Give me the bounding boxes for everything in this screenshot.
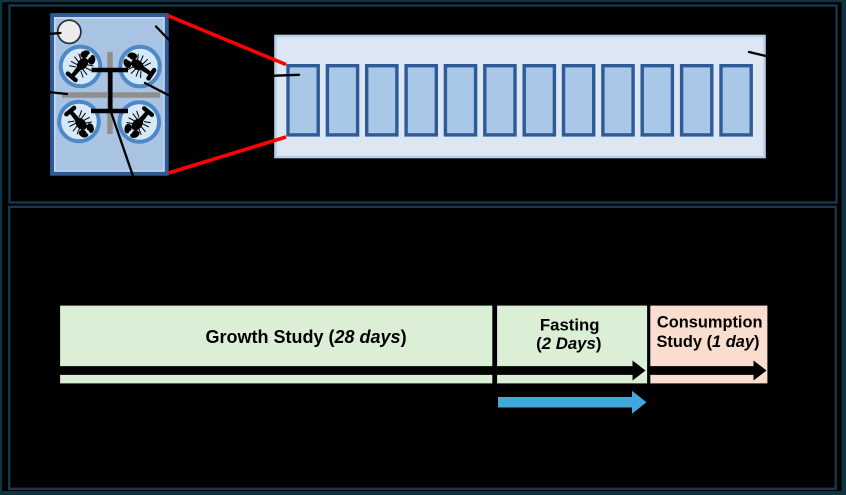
svg-text:Study (1 day): Study (1 day): [657, 333, 760, 351]
svg-text:Growth Study (28 days): Growth Study (28 days): [206, 327, 407, 347]
svg-text:(2 Days): (2 Days): [536, 334, 601, 353]
svg-text:Consumption: Consumption: [657, 314, 763, 332]
svg-text:Fasting: Fasting: [540, 316, 600, 335]
